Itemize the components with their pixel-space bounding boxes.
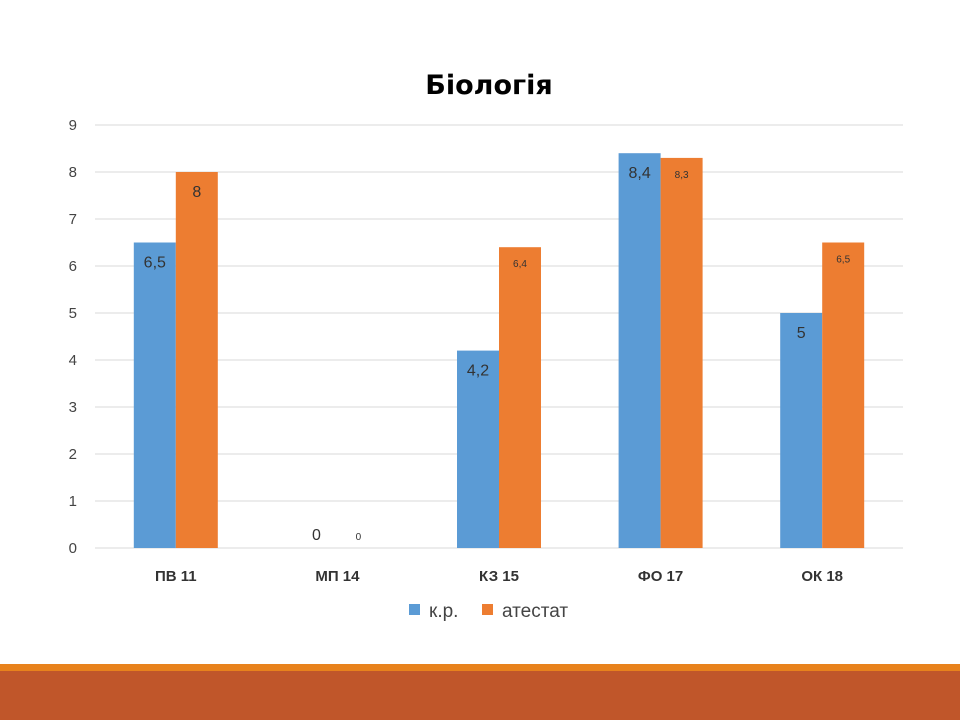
data-labels: 6,5 8 0 0 4,2 6,4 8,4 8,3 5 6,5 [144,165,851,544]
y-tick-label: 0 [69,540,77,557]
x-axis-categories: ПВ 11 МП 14 КЗ 15 ФО 17 ОК 18 [155,568,843,585]
y-tick-label: 4 [69,352,77,369]
data-label: 6,5 [836,255,850,266]
data-label: 6,4 [513,259,527,270]
category-label: МП 14 [315,568,360,585]
data-label: 8 [192,184,201,201]
y-tick-label: 7 [69,211,77,228]
footer-accent-stripe [0,664,960,671]
data-label: 6,5 [144,255,166,272]
bar-atestat [660,157,703,548]
category-label: КЗ 15 [479,568,519,585]
legend-label: к.р. [429,601,458,622]
y-tick-label: 8 [69,164,77,181]
y-tick-label: 3 [69,399,77,416]
data-label: 0 [312,527,321,544]
y-axis-ticks: 0 1 2 3 4 5 6 7 8 9 [69,117,77,557]
legend-swatch [482,604,493,615]
category-label: ОК 18 [801,568,843,585]
bar-kr [457,350,499,548]
data-label: 4,2 [467,363,489,380]
y-tick-label: 5 [69,305,77,322]
bar-atestat [822,242,865,548]
bar-atestat [499,247,541,548]
y-tick-label: 2 [69,446,77,463]
y-tick-label: 9 [69,117,77,134]
legend-swatch [409,604,420,615]
footer-bar [0,671,960,720]
data-label: 8,4 [628,165,650,182]
y-tick-label: 6 [69,258,77,275]
y-tick-label: 1 [69,493,77,510]
bar-kr [133,242,176,548]
legend-label: атестат [502,601,568,622]
bar-atestat [175,172,218,548]
data-label: 0 [356,532,362,543]
bars [133,153,865,548]
legend: к.р. атестат [409,601,568,622]
data-label: 5 [797,325,806,342]
category-label: ПВ 11 [155,568,197,585]
bar-kr [780,313,823,548]
data-label: 8,3 [675,170,689,181]
bar-kr [618,153,661,548]
chart-title: Біологія [425,70,552,101]
category-label: ФО 17 [638,568,683,585]
